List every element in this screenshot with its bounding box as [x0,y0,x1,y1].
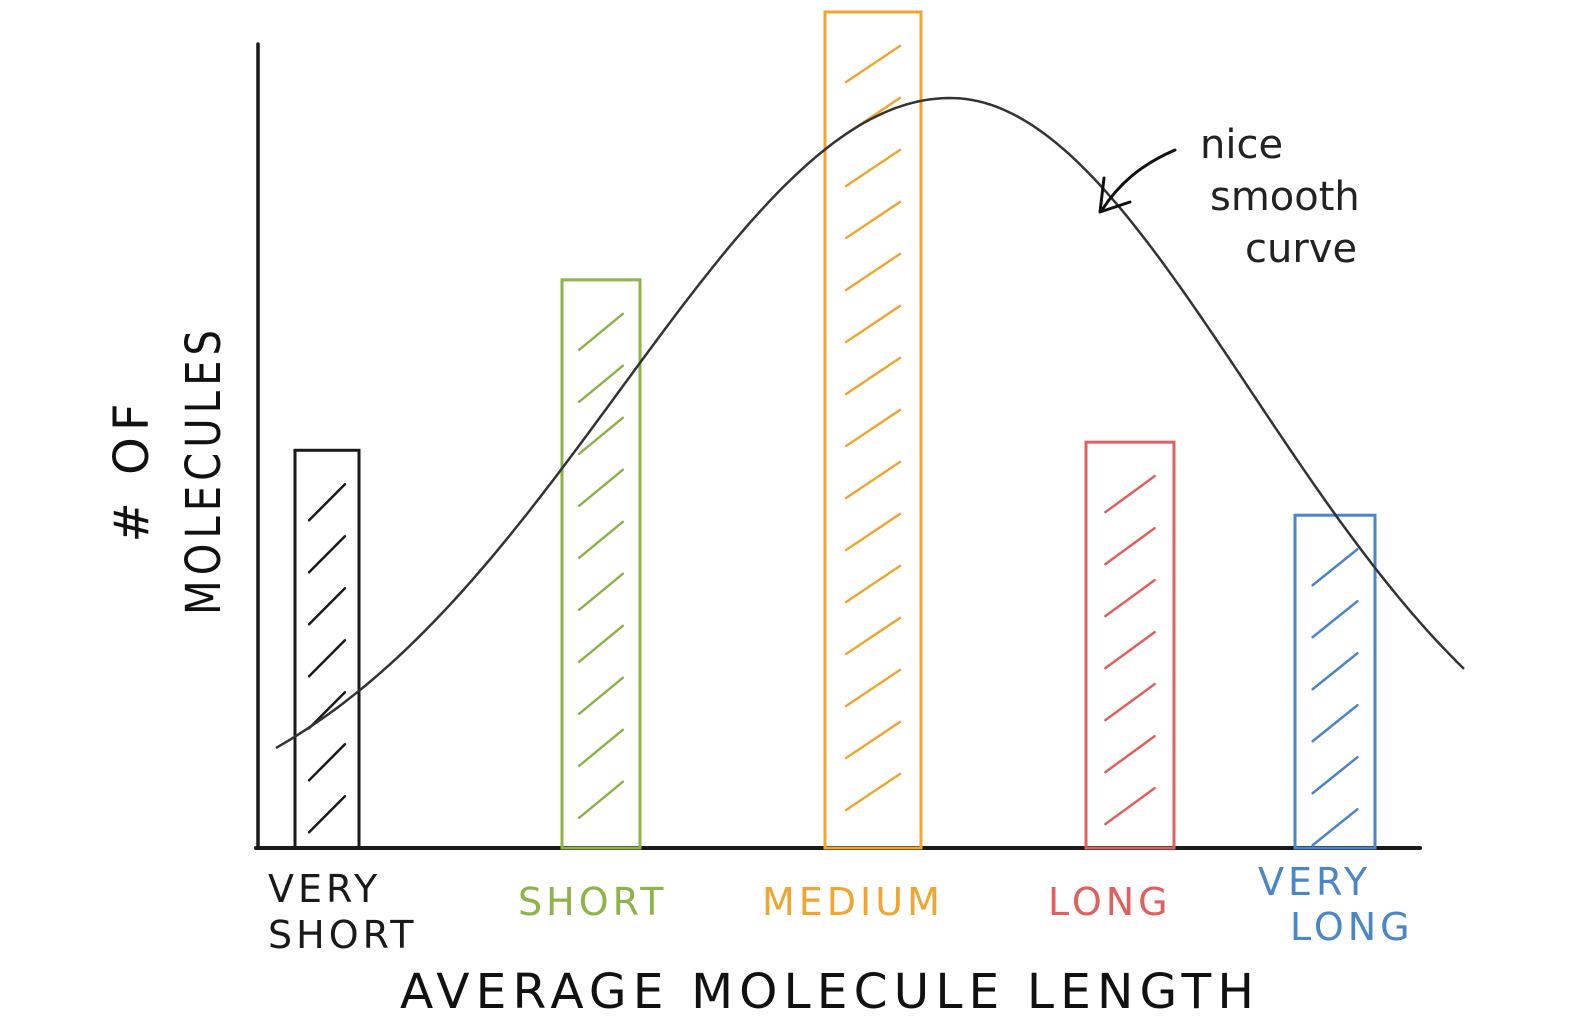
hatch-mark-medium [844,408,902,448]
annotation-line-2: smooth [1210,174,1360,220]
hatch-mark-short [577,364,625,404]
hatch-mark-medium [844,616,902,656]
category-label-very-short-line-2: SHORT [268,913,417,957]
hatch-mark-short [577,780,625,820]
hatch-mark-medium [844,44,902,84]
hatch-mark-short [577,624,625,664]
hatch-mark-long [1104,474,1156,514]
hatch-mark-short [577,468,625,508]
hatch-mark-very-long [1311,547,1359,587]
hatch-mark-very-short [307,587,347,626]
hatch-mark-long [1104,786,1156,826]
hatch-mark-medium [844,200,902,240]
hatch-mark-short [577,676,625,716]
curve-annotation: nice smooth curve [1098,122,1360,272]
y-axis-title-group-2: MOLECULES [176,325,232,615]
hatch-mark-very-short [307,639,347,678]
hatch-mark-short [577,728,625,768]
hatch-mark-short [577,572,625,612]
category-label-very-long-line-2: LONG [1290,905,1414,949]
y-axis-title-line-2: MOLECULES [176,325,232,615]
hatch-mark-very-short [307,483,347,522]
hatch-mark-medium [844,564,902,604]
hatch-mark-medium [844,252,902,292]
category-label-long-line-1: LONG [1048,880,1172,924]
hatch-mark-very-short [307,743,347,782]
hatch-mark-very-long [1311,703,1359,743]
hatch-mark-long [1104,630,1156,670]
hatch-mark-very-long [1311,651,1359,691]
hatch-mark-medium [844,148,902,188]
hatch-mark-long [1104,682,1156,722]
hatch-mark-medium [844,460,902,500]
bar-very-short [293,448,361,850]
annotation-arrow [1100,148,1177,212]
hatch-mark-short [577,520,625,560]
hatch-mark-medium [844,772,902,812]
hatch-mark-very-short [307,535,347,574]
hatch-mark-very-long [1311,807,1359,847]
category-label-very-long-line-1: VERY [1258,860,1371,904]
annotation-line-1: nice [1200,122,1283,168]
bar-very-long [1293,513,1377,850]
bar-long [1084,440,1176,850]
annotation-arrowhead [1098,176,1132,214]
hatch-mark-long [1104,734,1156,774]
category-label-very-short-line-1: VERY [268,867,381,911]
hatch-mark-very-long [1311,755,1359,795]
hatch-mark-short [577,416,625,456]
bar-short [560,278,642,850]
hatch-mark-long [1104,526,1156,566]
hatch-mark-short [577,312,625,352]
hatch-mark-very-short [307,795,347,834]
x-axis-title: AVERAGE MOLECULE LENGTH [400,964,1260,1020]
hatch-mark-medium [844,720,902,760]
category-label-medium-line-1: MEDIUM [762,880,944,924]
hatch-mark-long [1104,578,1156,618]
hatch-mark-very-long [1311,599,1359,639]
y-axis-title-line-1: # OF [104,398,160,543]
annotation-line-3: curve [1245,226,1357,272]
category-label-short-line-1: SHORT [518,880,667,924]
hatch-mark-medium [844,512,902,552]
bar-hatching [307,44,1359,847]
hatch-mark-medium [844,668,902,708]
hatch-mark-medium [844,356,902,396]
y-axis-title-group: # OF [104,398,160,543]
bar-medium [823,10,923,850]
bars [293,10,1377,850]
hatch-mark-medium [844,304,902,344]
smooth-curve [275,96,1465,749]
